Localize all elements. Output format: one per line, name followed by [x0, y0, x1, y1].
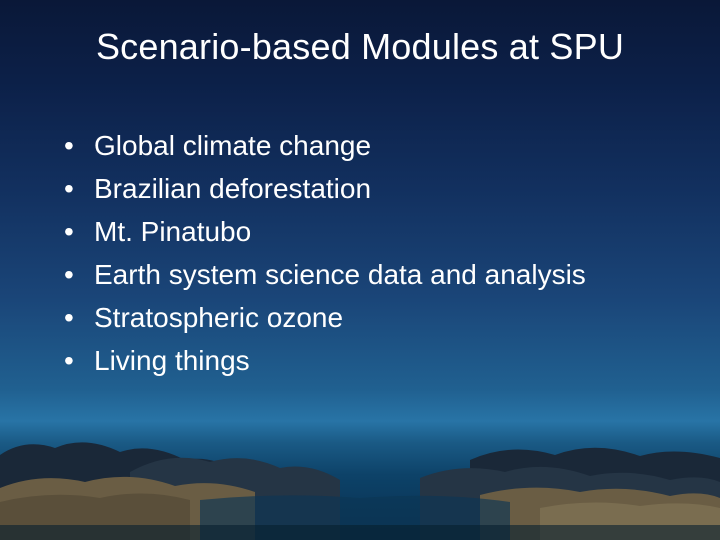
bullet-icon: •: [60, 343, 94, 380]
list-item: • Earth system science data and analysis: [60, 257, 680, 294]
bullet-icon: •: [60, 128, 94, 165]
bullet-icon: •: [60, 257, 94, 294]
bullet-text: Brazilian deforestation: [94, 171, 371, 208]
bullet-list: • Global climate change • Brazilian defo…: [60, 128, 680, 386]
terrain-graphic: [0, 400, 720, 540]
slide: Scenario-based Modules at SPU • Global c…: [0, 0, 720, 540]
slide-title: Scenario-based Modules at SPU: [0, 26, 720, 68]
bullet-text: Global climate change: [94, 128, 371, 165]
bullet-icon: •: [60, 300, 94, 337]
list-item: • Brazilian deforestation: [60, 171, 680, 208]
bullet-icon: •: [60, 214, 94, 251]
list-item: • Mt. Pinatubo: [60, 214, 680, 251]
bullet-text: Earth system science data and analysis: [94, 257, 586, 294]
bullet-text: Mt. Pinatubo: [94, 214, 251, 251]
list-item: • Global climate change: [60, 128, 680, 165]
bullet-icon: •: [60, 171, 94, 208]
list-item: • Stratospheric ozone: [60, 300, 680, 337]
bullet-text: Living things: [94, 343, 250, 380]
list-item: • Living things: [60, 343, 680, 380]
bullet-text: Stratospheric ozone: [94, 300, 343, 337]
